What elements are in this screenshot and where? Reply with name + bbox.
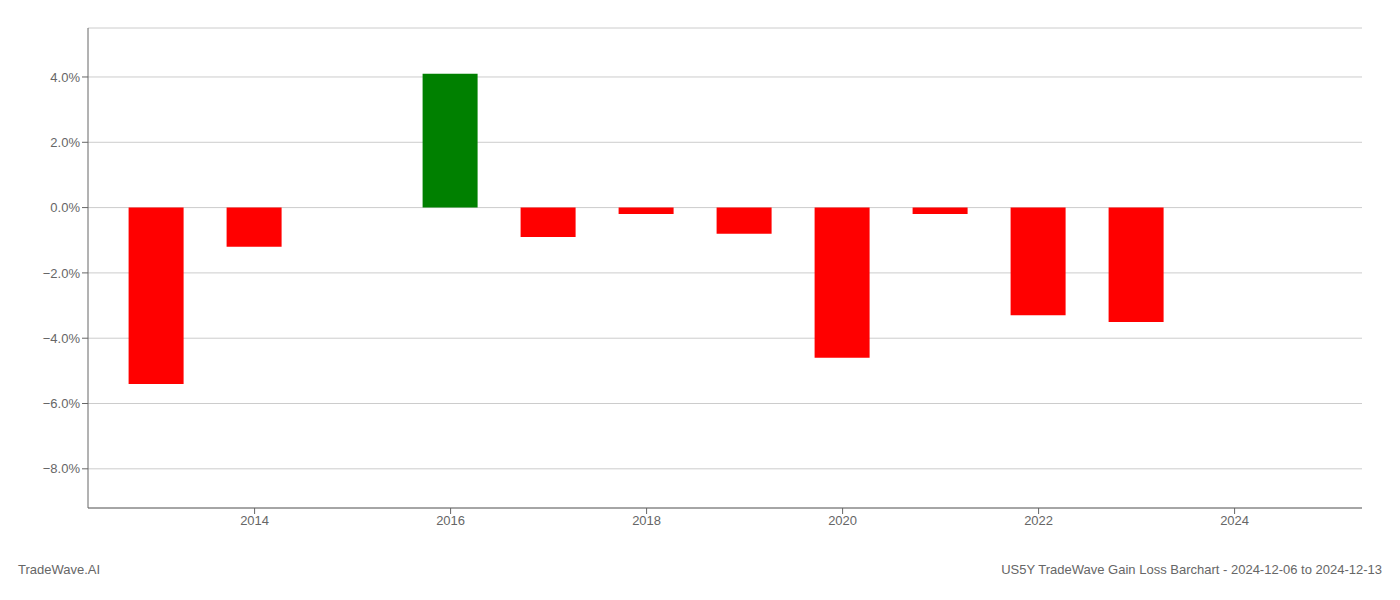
svg-text:−2.0%: −2.0% xyxy=(43,266,81,281)
svg-text:2014: 2014 xyxy=(240,513,269,528)
html-text:TradeWave.AI: TradeWave.AI xyxy=(18,562,101,577)
svg-text:0.0%: 0.0% xyxy=(50,200,80,215)
svg-text:−6.0%: −6.0% xyxy=(43,396,81,411)
svg-text:2016: 2016 xyxy=(436,513,465,528)
svg-text:4.0%: 4.0% xyxy=(50,70,80,85)
svg-text:2022: 2022 xyxy=(1024,513,1053,528)
svg-text:2.0%: 2.0% xyxy=(50,135,80,150)
svg-text:2018: 2018 xyxy=(632,513,661,528)
svg-text:−8.0%: −8.0% xyxy=(43,461,81,476)
svg-text:2020: 2020 xyxy=(828,513,857,528)
svg-text:−4.0%: −4.0% xyxy=(43,331,81,346)
html-text:US5Y TradeWave Gain Loss Barch: US5Y TradeWave Gain Loss Barchart - 2024… xyxy=(1001,562,1382,577)
svg-text:2024: 2024 xyxy=(1220,513,1249,528)
